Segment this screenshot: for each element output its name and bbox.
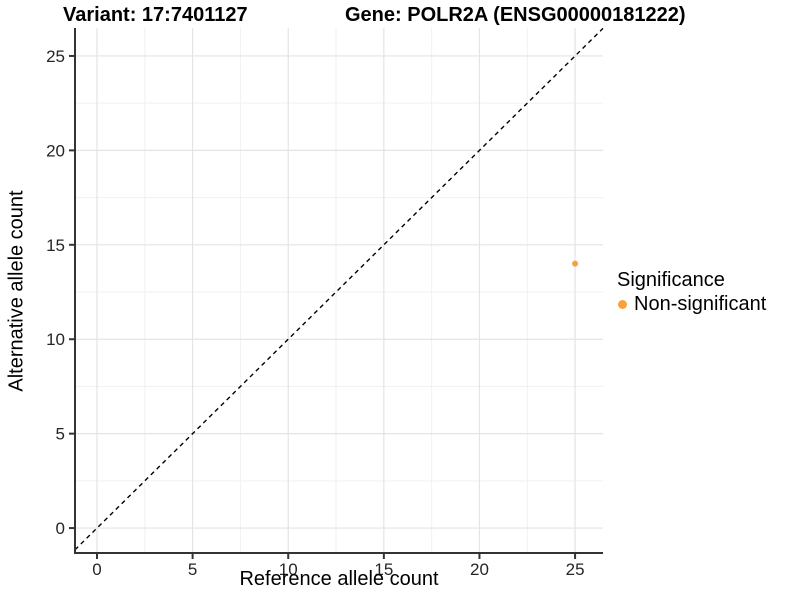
x-tick-label: 10 [279,560,298,579]
y-tick-label: 5 [56,425,65,444]
y-tick-label: 25 [46,47,65,66]
identity-line [74,27,604,551]
legend-item: Non-significant [615,293,766,315]
legend-point-icon [618,299,627,309]
y-tick-label: 15 [46,236,65,255]
x-tick-label: 25 [566,560,585,579]
y-tick-label: 0 [56,519,65,538]
x-tick-label: 0 [92,560,101,579]
data-point [572,260,579,267]
y-tick-label: 20 [46,141,65,160]
x-tick-label: 20 [470,560,489,579]
y-tick-label: 10 [46,330,65,349]
x-tick-label: 15 [374,560,393,579]
gene-title: Gene: POLR2A (ENSG00000181222) [345,4,686,26]
x-tick-label: 5 [188,560,197,579]
legend-title: Significance [617,269,725,291]
x-axis-title: Reference allele count [239,568,439,590]
legend-item-label: Non-significant [634,292,767,315]
y-axis-title: Alternative allele count [5,190,28,392]
variant-title: Variant: 17:7401127 [63,4,248,26]
legend: Significance Non-significant [615,268,766,315]
